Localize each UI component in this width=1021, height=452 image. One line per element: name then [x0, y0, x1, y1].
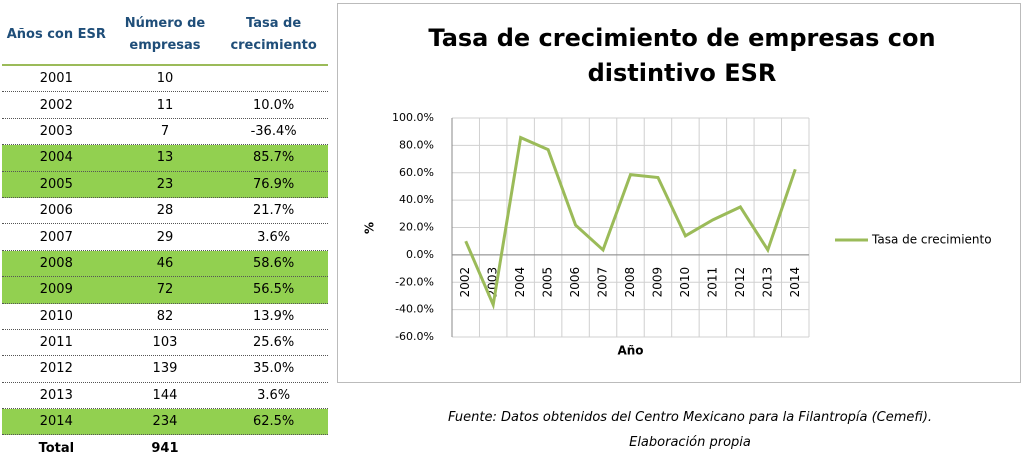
total-cell: 941: [151, 441, 179, 452]
table-cell: 29: [156, 229, 174, 245]
table-cell: -36.4%: [250, 123, 297, 139]
table-cell: 234: [152, 414, 178, 430]
table-row: 2005 23 76.9%: [2, 171, 328, 198]
table-cell: 2009: [39, 282, 73, 298]
y-tick-label: 60.0%: [399, 166, 434, 179]
table-cell: 2011: [39, 335, 73, 351]
table-cell: 2002: [39, 97, 73, 113]
y-tick-label: 40.0%: [399, 193, 434, 206]
table-row: 2012 139 35.0%: [2, 356, 328, 383]
table-cell: 10.0%: [252, 97, 295, 113]
x-tick-label: 2010: [678, 267, 692, 298]
total-cell: Total: [38, 441, 75, 452]
table-cell: 76.9%: [252, 176, 295, 192]
table-cell: 139: [152, 361, 178, 377]
table-cell: 144: [152, 387, 178, 403]
table-row: 2008 46 58.6%: [2, 250, 328, 278]
table-row: 2007 29 3.6%: [2, 224, 328, 251]
header-cell: Tasa de crecimiento: [230, 16, 317, 53]
x-axis-label: Año: [617, 344, 643, 358]
x-tick-label: 2014: [788, 267, 802, 298]
table-row: 2010 82 13.9%: [2, 304, 328, 330]
table-cell: 82: [156, 308, 174, 324]
chart-title: Tasa de crecimiento de empresas con dist…: [428, 24, 936, 87]
x-tick-label: 2004: [513, 267, 527, 298]
table-cell: 56.5%: [252, 282, 295, 298]
y-tick-label: 80.0%: [399, 138, 434, 151]
y-tick-label: -60.0%: [395, 330, 434, 343]
table-cell: 21.7%: [252, 203, 295, 219]
header-cell: Número de empresas: [124, 16, 206, 53]
y-tick-label: -40.0%: [395, 303, 434, 316]
y-tick-label: 20.0%: [399, 221, 434, 234]
table-row: 2013 144 3.6%: [2, 383, 328, 410]
x-tick-label: 2009: [650, 267, 664, 298]
table-cell: 3.6%: [257, 387, 291, 403]
table-row: 2004 13 85.7%: [2, 145, 328, 172]
table: Años con ESR Número de empresas Tasa de cr…: [2, 6, 328, 452]
table-row: 2003 7 -36.4%: [2, 119, 328, 146]
legend-label: Tasa de crecimiento: [871, 233, 992, 247]
table-cell: 46: [156, 255, 174, 271]
table-row: 2011 103 25.6%: [2, 330, 328, 357]
x-tick-label: 2006: [568, 267, 582, 298]
x-tick-label: 2007: [596, 267, 610, 298]
x-tick-label: 2012: [733, 267, 747, 298]
table-cell: 72: [156, 282, 174, 298]
y-tick-label: -20.0%: [395, 275, 434, 288]
table-cell: 2004: [39, 150, 73, 166]
table-row: 2006 28 21.7%: [2, 198, 328, 225]
table-cell: 2012: [39, 361, 73, 377]
table-header: Años con ESR Número de empresas Tasa de cr…: [2, 6, 328, 66]
table-cell: 2006: [39, 203, 73, 219]
x-tick-label: 2008: [623, 267, 637, 298]
table-cell: 58.6%: [252, 255, 295, 271]
y-tick-label: 0.0%: [406, 248, 434, 261]
table-cell: 13: [156, 150, 174, 166]
chart: Tasa de crecimiento de empresas con dist…: [337, 3, 1021, 383]
table-cell: 85.7%: [252, 150, 295, 166]
total-row: Total 941: [2, 435, 328, 452]
table-cell: 25.6%: [252, 335, 295, 351]
table-row: 2009 72 56.5%: [2, 277, 328, 304]
x-tick-label: 2002: [458, 267, 472, 298]
table-cell: 2014: [39, 414, 73, 430]
x-tick-label: 2011: [705, 267, 719, 298]
table-row: 2014 234 62.5%: [2, 409, 328, 436]
table-row: 2001 10: [2, 66, 328, 93]
table-cell: 2005: [39, 176, 73, 192]
table-cell: 62.5%: [252, 414, 295, 430]
line: [464, 135, 797, 310]
table-cell: 28: [156, 203, 174, 219]
table-cell: 2007: [39, 229, 73, 245]
table-cell: 3.6%: [257, 229, 291, 245]
table-cell: 11: [156, 97, 174, 113]
x-tick-label: 2005: [541, 267, 555, 298]
y-axis-label: %: [363, 222, 377, 234]
table-cell: 23: [156, 176, 174, 192]
table-cell: 2003: [39, 123, 73, 139]
x-tick-label: 2013: [760, 267, 774, 298]
table-cell: 2010: [39, 308, 73, 324]
table-cell: 13.9%: [252, 308, 295, 324]
source-note: Fuente: Datos obtenidos del Centro Mexic…: [447, 410, 933, 450]
table-cell: 7: [160, 123, 170, 139]
table-cell: 2008: [39, 255, 73, 271]
chart-frame: [337, 3, 1021, 383]
table-cell: 2013: [39, 387, 73, 403]
table-cell: 10: [156, 71, 174, 87]
table-cell: 2001: [39, 71, 73, 87]
table-row: 2002 11 10.0%: [2, 92, 328, 119]
y-tick-label: 100.0%: [392, 111, 434, 124]
table-cell: 35.0%: [252, 361, 295, 377]
header-cell: Años con ESR: [6, 27, 106, 42]
table-cell: 103: [152, 335, 178, 351]
title-box: Tasa de crecimiento de empresas con dist…: [428, 24, 936, 87]
